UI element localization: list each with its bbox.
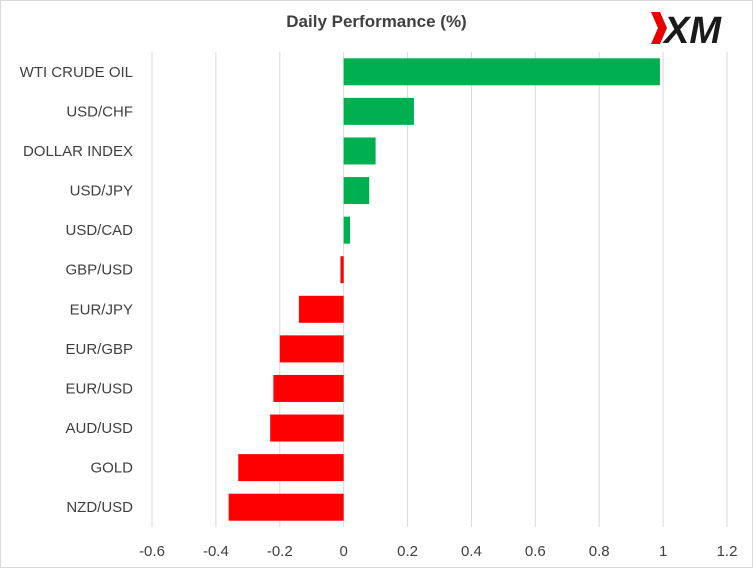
grid-lines [151, 52, 728, 527]
category-label: USD/CAD [65, 222, 133, 239]
bar-usd-chf [343, 97, 414, 125]
xm-logo: XM [651, 10, 722, 48]
x-tick-label: -0.6 [139, 543, 165, 560]
category-label: GOLD [90, 460, 133, 477]
category-label: DOLLAR INDEX [23, 143, 133, 160]
category-label: EUR/GBP [65, 341, 133, 358]
category-label: AUD/USD [65, 420, 133, 437]
bar-usd-jpy [343, 177, 370, 205]
bar-usd-cad [343, 216, 351, 244]
bar-nzd-usd [228, 493, 344, 521]
bar-eur-jpy [298, 295, 344, 323]
x-tick-label: 0.8 [589, 543, 610, 560]
bar-dollar-index [343, 137, 376, 165]
category-label: NZD/USD [66, 499, 133, 516]
bar-eur-usd [273, 374, 344, 402]
chart-title: Daily Performance (%) [286, 12, 467, 31]
category-label: USD/CHF [66, 103, 133, 120]
category-label: GBP/USD [65, 262, 133, 279]
x-tick-label: 0 [339, 543, 347, 560]
bar-aud-usd [270, 414, 344, 442]
category-label: EUR/JPY [70, 301, 133, 318]
x-tick-label: 0.4 [461, 543, 482, 560]
bar-gbp-usd [340, 256, 344, 284]
x-tick-label: 0.6 [525, 543, 546, 560]
category-label: EUR/USD [65, 380, 133, 397]
category-label: USD/JPY [70, 183, 133, 200]
x-tick-label: 1 [659, 543, 667, 560]
category-label: WTI CRUDE OIL [20, 64, 133, 81]
bar-wti-crude-oil [343, 58, 660, 86]
x-tick-label: 1.2 [717, 543, 738, 560]
x-tick-label: -0.4 [203, 543, 229, 560]
category-labels: WTI CRUDE OIL USD/CHF DOLLAR INDEX USD/JPY U… [20, 64, 134, 516]
x-tick-labels: -0.6 -0.4 -0.2 0 0.2 0.4 0.6 0.8 1 1.2 [139, 543, 737, 560]
logo-letters: XM [662, 10, 722, 48]
bars [228, 58, 660, 521]
bar-gold [238, 454, 344, 482]
logo-red-mark [651, 12, 667, 44]
bar-eur-gbp [279, 335, 344, 363]
x-tick-label: -0.2 [267, 543, 293, 560]
x-tick-label: 0.2 [397, 543, 418, 560]
